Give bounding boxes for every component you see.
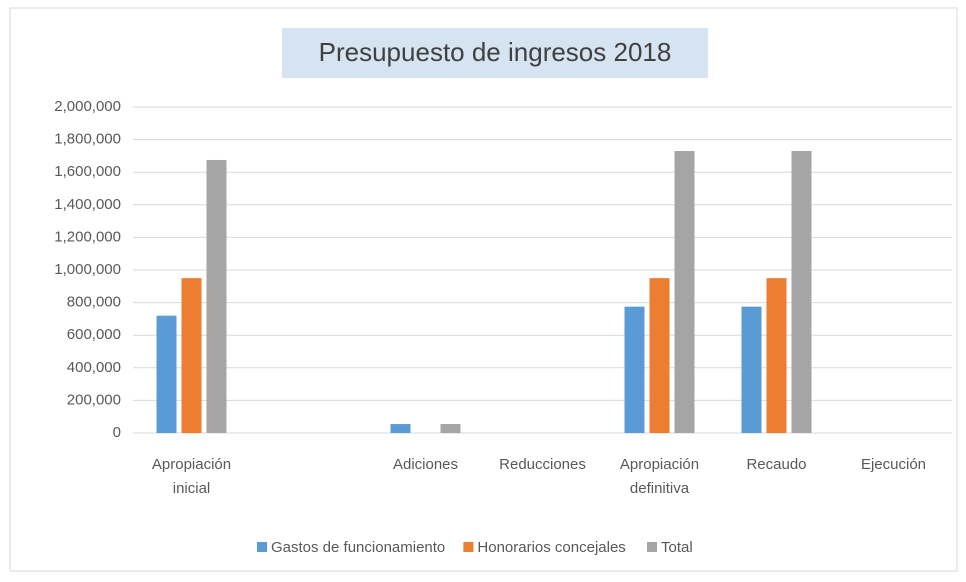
title-box: [282, 28, 708, 78]
x-tick-label: Adiciones: [392, 456, 459, 473]
y-tick-label: 200,000: [67, 391, 121, 408]
legend-label: Total: [661, 539, 693, 556]
bar: [440, 424, 461, 433]
x-tick-label: Reducciones: [499, 456, 586, 473]
y-tick-label: 1,400,000: [54, 196, 121, 213]
legend-swatch: [257, 542, 267, 552]
y-tick-label: 1,000,000: [54, 261, 121, 278]
y-tick-label: 400,000: [67, 359, 121, 376]
legend-label: Gastos de funcionamiento: [271, 539, 445, 556]
legend-swatch: [647, 542, 657, 552]
y-tick-label: 1,600,000: [54, 163, 121, 180]
y-tick-label: 0: [113, 424, 121, 441]
y-tick-label: 2,000,000: [54, 98, 121, 115]
bar: [741, 306, 762, 433]
y-tick-label: 1,800,000: [54, 131, 121, 148]
bar: [206, 159, 227, 433]
x-tick-label: Ejecución: [860, 456, 927, 473]
bar: [766, 278, 787, 433]
y-tick-label: 800,000: [67, 294, 121, 311]
x-tick-label: Apropiación inicial: [151, 456, 232, 497]
y-tick-label: 600,000: [67, 326, 121, 343]
bar: [791, 151, 812, 433]
chart-title: Presupuesto de ingresos 2018: [319, 37, 672, 67]
bar: [624, 306, 645, 433]
bar: [674, 151, 695, 433]
bar: [649, 278, 670, 433]
legend-label: Honorarios concejales: [477, 539, 625, 556]
bar: [156, 315, 177, 433]
legend-swatch: [463, 542, 474, 552]
bar: [390, 424, 411, 433]
bar: [181, 278, 202, 433]
y-tick-label: 1,200,000: [54, 228, 121, 245]
x-tick-label: Recaudo: [746, 456, 807, 473]
x-tick-label: Apropiación definitiva: [619, 456, 700, 497]
